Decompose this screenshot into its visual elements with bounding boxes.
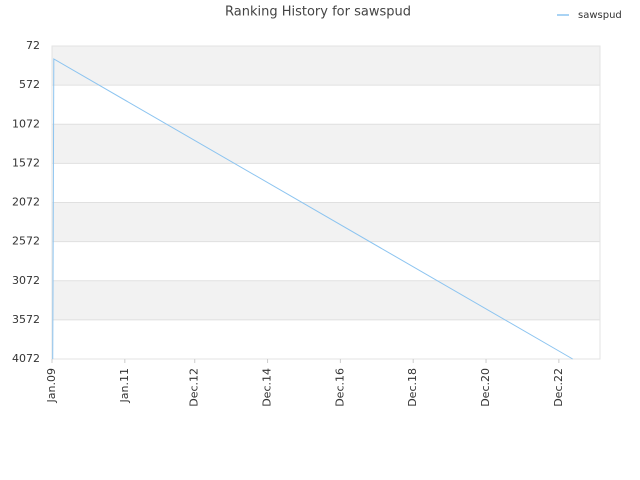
x-tick-label: Dec.14 [261, 368, 274, 407]
grid-band [52, 124, 600, 164]
plot-border [51, 45, 601, 360]
y-tick-label: 72 [26, 39, 40, 52]
y-tick-label: 2572 [12, 235, 40, 248]
x-tick-label: Dec.22 [552, 368, 565, 407]
legend-label: sawspud [578, 10, 622, 21]
chart-title: Ranking History for sawspud [225, 5, 411, 20]
grid-band [52, 46, 600, 86]
grid-band [52, 280, 600, 320]
y-tick-label: 4072 [12, 352, 40, 365]
x-tick-label: Dec.16 [333, 368, 346, 407]
y-tick-label: 2072 [12, 196, 40, 209]
grid-band [52, 319, 600, 359]
y-tick-label: 3572 [12, 313, 40, 326]
x-tick-label: Dec.18 [406, 368, 419, 407]
x-tick-label: Dec.12 [188, 368, 201, 407]
grid-band [52, 85, 600, 125]
grid-band [52, 202, 600, 242]
grid-band [52, 163, 600, 203]
x-tick-label: Jan.11 [118, 368, 131, 403]
x-tick-label: Jan.09 [45, 368, 58, 403]
y-tick-label: 1072 [12, 117, 40, 130]
y-tick-label: 1572 [12, 156, 40, 169]
series-line [52, 58, 573, 360]
grid-band [52, 241, 600, 281]
y-tick-label: 3072 [12, 274, 40, 287]
y-tick-label: 572 [19, 78, 40, 91]
x-tick-label: Dec.20 [479, 368, 492, 407]
